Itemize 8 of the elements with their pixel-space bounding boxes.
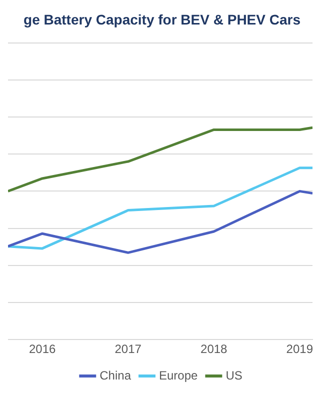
x-tick-label: 2016 (28, 342, 56, 356)
x-tick-label: 2017 (114, 342, 142, 356)
x-tick-label: 2018 (200, 342, 228, 356)
chart-title: ge Battery Capacity for BEV & PHEV Cars (24, 11, 301, 28)
legend-label: US (226, 368, 242, 382)
legend-label: Europe (158, 368, 198, 382)
legend-label: China (100, 368, 132, 382)
x-tick-label: 2019 (286, 342, 314, 356)
